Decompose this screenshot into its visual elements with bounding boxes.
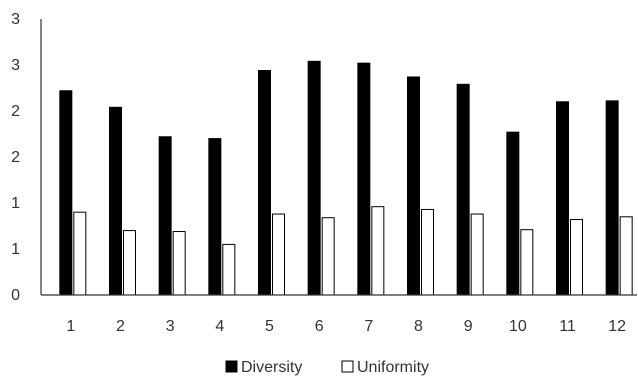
bar-uniformity-10 xyxy=(520,229,534,296)
bar-diversity-4 xyxy=(208,138,222,296)
bar-uniformity-1 xyxy=(73,211,87,296)
legend-item-diversity: Diversity xyxy=(225,359,302,376)
bar-uniformity-4 xyxy=(222,243,236,296)
y-tick-label: 2 xyxy=(11,103,20,120)
y-tick-label: 1 xyxy=(11,195,20,212)
bar-diversity-6 xyxy=(307,60,321,296)
bar-uniformity-9 xyxy=(470,213,484,296)
x-tick-label: 7 xyxy=(364,318,373,335)
x-axis-ticks: 1 2 3 4 5 6 7 8 9 10 11 12 xyxy=(66,318,626,335)
y-tick-label: 2 xyxy=(11,149,20,166)
x-tick-label: 10 xyxy=(509,318,527,335)
bar-diversity-11 xyxy=(556,101,569,296)
legend-swatch-uniformity xyxy=(341,360,354,373)
bar-uniformity-8 xyxy=(421,208,434,296)
bar-diversity-1 xyxy=(59,90,73,296)
x-tick-label: 3 xyxy=(166,318,175,335)
bar-uniformity-3 xyxy=(172,231,186,296)
bar-diversity-7 xyxy=(357,62,371,296)
x-tick-label: 4 xyxy=(215,318,224,335)
y-tick-label: 0 xyxy=(11,287,20,304)
y-tick-label: 3 xyxy=(11,57,20,74)
bar-uniformity-7 xyxy=(371,206,385,296)
y-tick-label: 3 xyxy=(11,11,20,28)
bar-uniformity-5 xyxy=(272,213,285,296)
x-tick-label: 6 xyxy=(315,318,324,335)
bar-diversity-2 xyxy=(109,106,122,296)
x-tick-label: 12 xyxy=(608,318,626,335)
bar-diversity-8 xyxy=(407,76,420,296)
legend: Diversity Uniformity xyxy=(225,359,429,376)
legend-item-uniformity: Uniformity xyxy=(341,359,429,376)
x-tick-label: 11 xyxy=(559,318,576,335)
legend-label-uniformity: Uniformity xyxy=(357,359,429,376)
x-tick-label: 1 xyxy=(66,318,75,335)
bars xyxy=(59,60,633,296)
bar-diversity-10 xyxy=(506,131,520,296)
bar-uniformity-11 xyxy=(570,219,583,296)
y-tick-label: 1 xyxy=(11,241,20,258)
bar-diversity-9 xyxy=(456,83,470,296)
bar-uniformity-2 xyxy=(123,230,136,296)
y-axis-ticks: 0 1 1 2 2 3 3 xyxy=(11,11,20,304)
bar-diversity-12 xyxy=(605,100,619,296)
bar-uniformity-6 xyxy=(321,217,335,296)
bar-uniformity-12 xyxy=(619,216,633,296)
bar-diversity-3 xyxy=(158,136,172,296)
x-tick-label: 5 xyxy=(265,318,274,335)
x-tick-label: 9 xyxy=(464,318,473,335)
legend-swatch-diversity xyxy=(225,360,238,373)
bar-diversity-5 xyxy=(258,70,271,296)
x-tick-label: 8 xyxy=(414,318,423,335)
x-tick-label: 2 xyxy=(116,318,125,335)
legend-label-diversity: Diversity xyxy=(241,359,302,376)
